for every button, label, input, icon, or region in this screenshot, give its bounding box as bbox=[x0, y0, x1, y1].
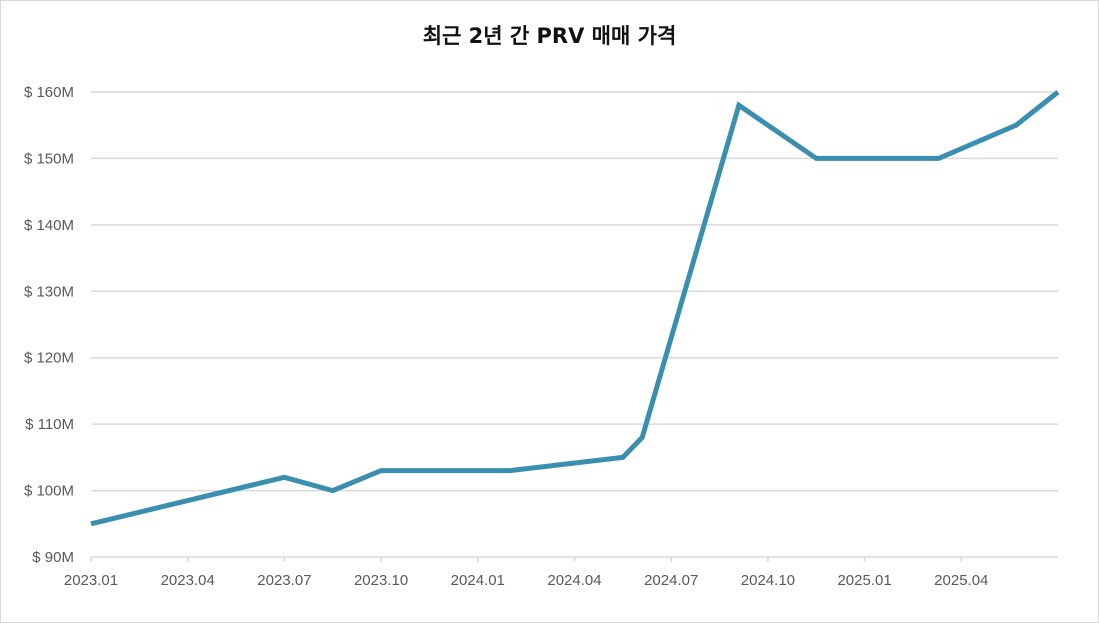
y-tick-label: $ 150M bbox=[24, 150, 74, 167]
y-tick-label: $ 100M bbox=[24, 483, 74, 500]
x-tick-label: 2023.07 bbox=[257, 572, 311, 589]
x-axis: 2023.01 2023.04 2023.07 2023.10 2024.01 2024.… bbox=[64, 557, 988, 589]
chart-title: 최근 2년 간 PRV 매매 가격 bbox=[422, 24, 677, 48]
y-tick-label: $ 130M bbox=[24, 283, 74, 300]
x-tick-label: 2023.04 bbox=[161, 572, 215, 589]
x-tick-label: 2023.01 bbox=[64, 572, 118, 589]
x-tick-label: 2023.10 bbox=[354, 572, 408, 589]
y-tick-label: $ 110M bbox=[25, 416, 74, 433]
gridlines bbox=[91, 91, 1058, 558]
y-tick-label: $ 140M bbox=[24, 217, 74, 234]
y-tick-label: $ 90M bbox=[32, 549, 74, 566]
x-tick-label: 2025.04 bbox=[934, 572, 988, 589]
x-tick-label: 2025.01 bbox=[837, 572, 891, 589]
x-tick-label: 2024.10 bbox=[741, 572, 795, 589]
x-tick-label: 2024.04 bbox=[547, 572, 601, 589]
y-tick-label: $ 120M bbox=[24, 350, 74, 367]
y-axis-labels: $ 90M $ 100M $ 110M $ 120M $ 130M $ 140M $ 150… bbox=[24, 84, 74, 566]
y-tick-label: $ 160M bbox=[24, 84, 74, 101]
x-tick-label: 2024.01 bbox=[451, 572, 505, 589]
x-tick-label: 2024.07 bbox=[644, 572, 698, 589]
price-line bbox=[90, 90, 1060, 527]
